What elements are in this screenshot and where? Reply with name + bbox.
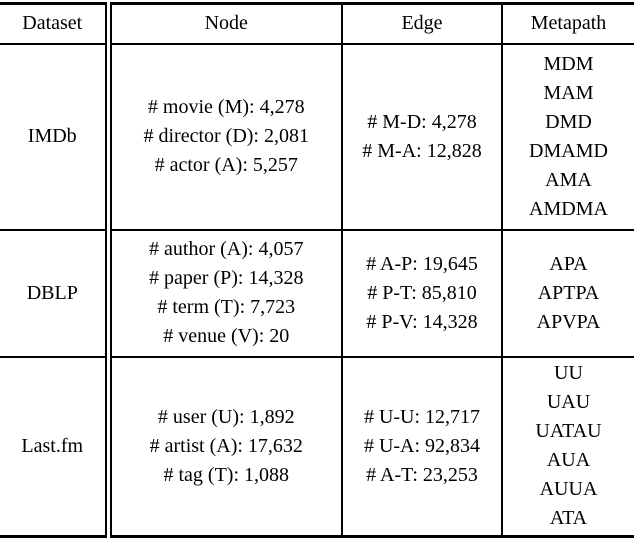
column-header-metapath: Metapath [502,3,634,45]
node-stat-line: # artist (A): 17,632 [149,434,303,457]
node-stats-cell: # movie (M): 4,278 # director (D): 2,081… [108,43,343,230]
edge-stats-cell: # M-D: 4,278 # M-A: 12,828 [342,43,503,230]
column-header-dataset: Dataset [0,3,112,45]
dataset-statistics-table: Dataset Node Edge Metapath IMDb # movie … [0,2,634,538]
edge-stats-cell: # A-P: 19,645 # P-T: 85,810 # P-V: 14,32… [342,229,503,357]
node-stat-line: # movie (M): 4,278 [147,96,305,118]
table-row-lastfm: Last.fm # user (U): 1,892 # artist (A): … [0,356,634,537]
header-row: Dataset Node Edge Metapath [0,3,634,45]
node-stats-cell: # user (U): 1,892 # artist (A): 17,632 #… [108,356,343,537]
metapath-item: APA [549,252,588,275]
dataset-name-cell: IMDb [0,43,112,230]
edge-stat-line: # P-T: 85,810 [367,281,477,304]
edge-stat-line: # U-U: 12,717 [363,405,481,428]
dataset-name-cell: DBLP [0,229,112,357]
metapath-list-cell: MDM MAM DMD DMAMD AMA AMDMA [502,44,634,230]
node-stat-line: # user (U): 1,892 [157,405,295,428]
edge-stat-line: # A-P: 19,645 [366,252,478,275]
metapath-item: ATA [549,507,588,530]
node-stat-line: # paper (P): 14,328 [149,267,304,289]
column-header-node: Node [108,3,343,45]
metapath-item: APVPA [536,310,601,333]
metapath-list-cell: UU UAU UATAU AUA AUUA ATA [502,357,634,537]
node-stat-line: # director (D): 2,081 [143,125,309,147]
metapath-item: MDM [543,52,594,75]
metapath-list-cell: APA APTPA APVPA [502,230,634,357]
node-stat-line: # term (T): 7,723 [157,296,296,318]
edge-stat-line: # M-A: 12,828 [362,139,482,162]
node-stat-line: # venue (V): 20 [163,325,290,347]
column-header-edge: Edge [342,3,503,45]
metapath-item: AMA [545,168,592,191]
edge-stat-line: # P-V: 14,328 [366,310,478,333]
edge-stats-cell: # U-U: 12,717 # U-A: 92,834 # A-T: 23,25… [342,356,503,537]
edge-stat-line: # U-A: 92,834 [363,434,481,457]
metapath-item: UAU [546,391,591,414]
metapath-item: UU [554,362,583,385]
table-row-imdb: IMDb # movie (M): 4,278 # director (D): … [0,43,634,230]
node-stat-line: # author (A): 4,057 [149,238,304,260]
node-stats-cell: # author (A): 4,057 # paper (P): 14,328 … [108,229,343,357]
metapath-item: UATAU [535,420,602,443]
metapath-item: MAM [543,81,594,104]
metapath-item: AUUA [539,478,598,501]
node-stat-line: # tag (T): 1,088 [163,463,290,486]
metapath-item: AUA [546,449,591,472]
metapath-item: DMD [545,110,592,133]
metapath-item: DMAMD [529,139,608,162]
metapath-item: APTPA [537,281,600,304]
node-stat-line: # actor (A): 5,257 [154,154,298,176]
edge-stat-line: # M-D: 4,278 [367,110,477,133]
metapath-item: AMDMA [529,197,608,220]
edge-stat-line: # A-T: 23,253 [366,463,478,486]
table-row-dblp: DBLP # author (A): 4,057 # paper (P): 14… [0,229,634,357]
dataset-name-cell: Last.fm [0,356,112,537]
